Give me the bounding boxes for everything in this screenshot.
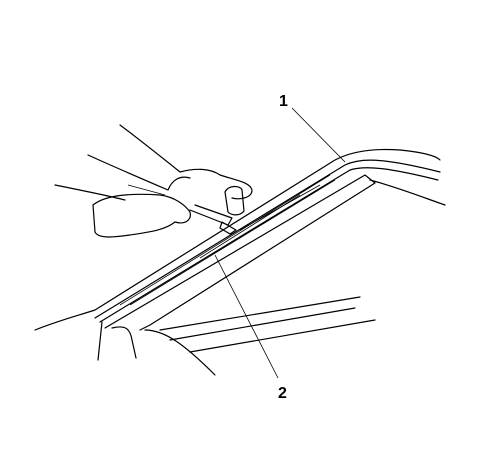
callout-label: 2 xyxy=(278,385,287,402)
callout-label: 1 xyxy=(279,93,288,110)
hands xyxy=(54,124,253,238)
leader-line xyxy=(214,254,279,379)
vehicle-line-art xyxy=(34,148,446,376)
callouts: 1 2 xyxy=(214,93,346,402)
leader-line xyxy=(291,107,346,163)
